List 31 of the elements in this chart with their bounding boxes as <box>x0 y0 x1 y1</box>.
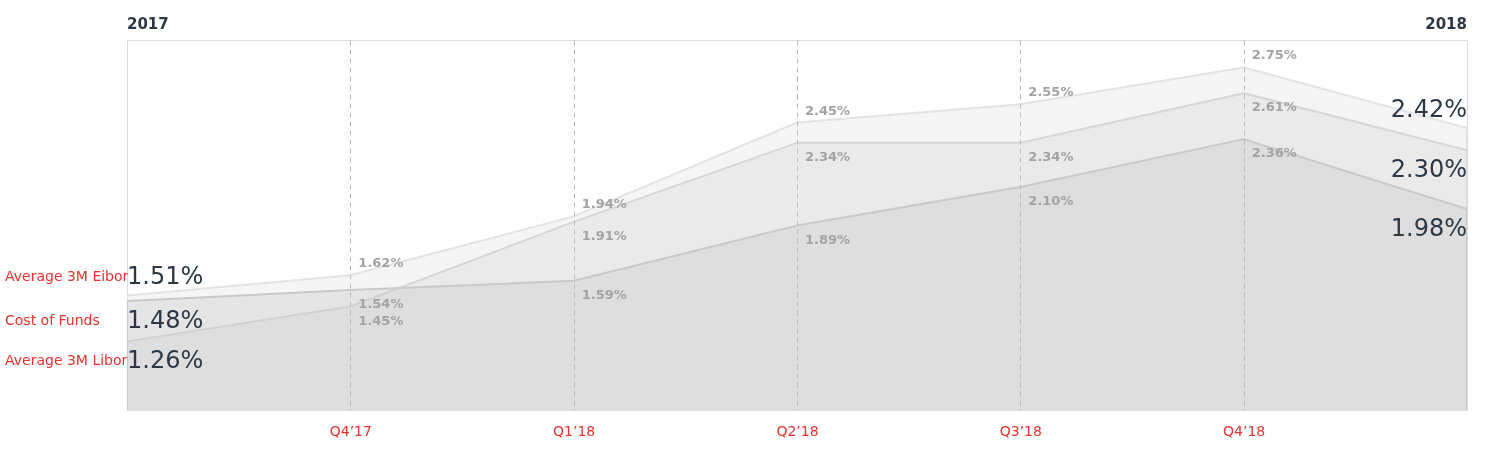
series-label: Average 3M Libor <box>5 352 128 369</box>
data-label: 1.89% <box>805 231 851 247</box>
data-label: 1.94% <box>581 196 627 212</box>
series-label: Average 3M Eibor <box>5 268 129 285</box>
x-tick-label: Q3’18 <box>999 422 1042 439</box>
data-label: 2.61% <box>1251 99 1297 115</box>
series-label: Cost of Funds <box>5 312 100 329</box>
text: 2017 <box>127 15 169 33</box>
x-tick-label: Q2’18 <box>776 422 819 439</box>
data-label: 1.62% <box>358 255 404 271</box>
data-label: 1.45% <box>358 312 404 328</box>
data-label: 2.36% <box>1251 145 1297 161</box>
data-label: 1.51% <box>127 262 204 291</box>
data-label: 2.42% <box>1390 95 1467 124</box>
data-label: 1.98% <box>1390 214 1467 243</box>
data-label: 2.10% <box>1028 192 1074 208</box>
data-label: 1.26% <box>127 346 204 375</box>
data-label: 2.34% <box>805 148 851 164</box>
data-label: 2.34% <box>1028 148 1074 164</box>
data-label: 1.48% <box>127 306 204 335</box>
data-label: 2.45% <box>805 102 851 118</box>
x-tick-label: Q4’18 <box>1223 422 1266 439</box>
data-label: 2.75% <box>1251 47 1297 63</box>
data-label: 1.59% <box>581 286 627 302</box>
data-label: 2.30% <box>1390 155 1467 184</box>
x-tick-label: Q1’18 <box>553 422 596 439</box>
data-label: 1.91% <box>581 227 627 243</box>
x-tick-label: Q4’17 <box>329 422 372 439</box>
text: 2018 <box>1425 15 1467 33</box>
data-label: 2.55% <box>1028 84 1074 100</box>
data-label: 1.54% <box>358 295 404 311</box>
